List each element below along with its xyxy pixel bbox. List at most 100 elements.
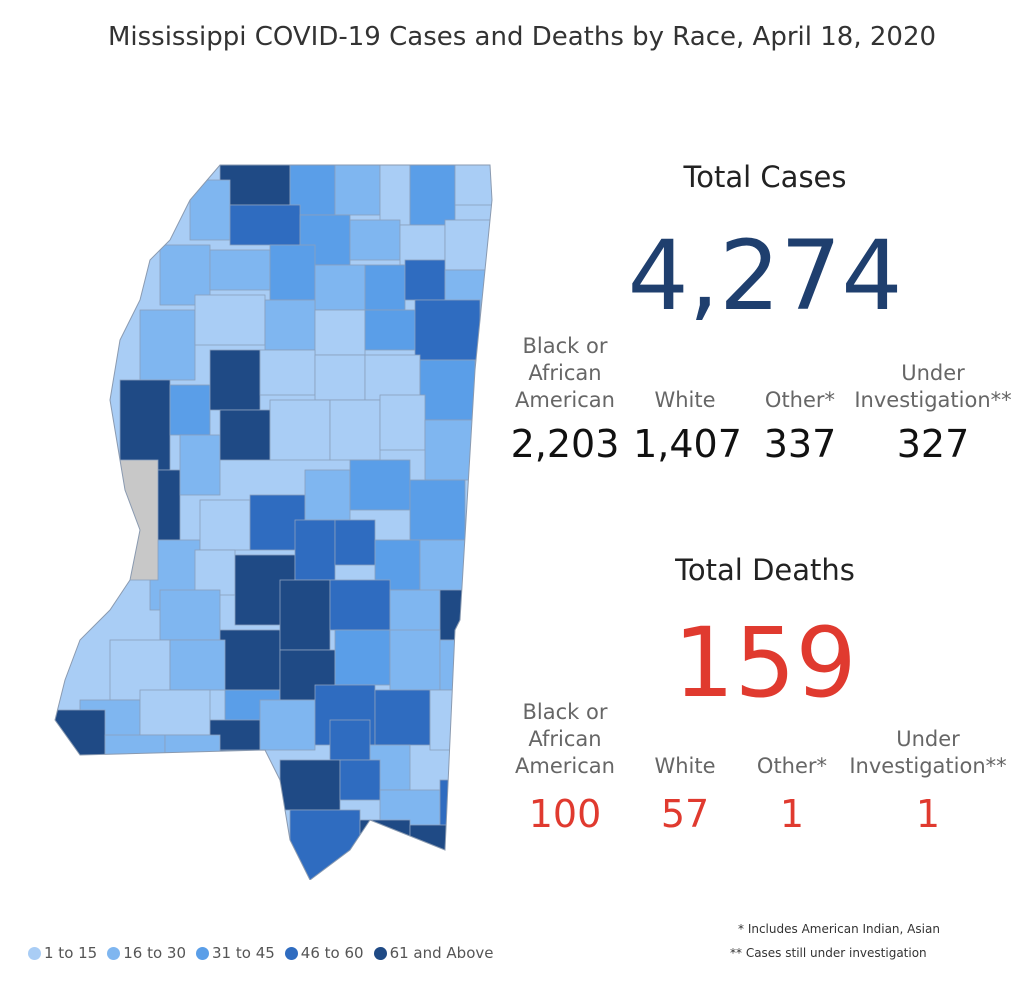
- county-region: [294, 519, 336, 581]
- legend-item: 46 to 60: [284, 944, 364, 962]
- county-region: [314, 264, 366, 311]
- deaths-label-white: White: [654, 754, 716, 778]
- county-region: [364, 264, 406, 311]
- county-region: [334, 519, 376, 566]
- footnote-other: * Includes American Indian, Asian: [738, 922, 940, 936]
- county-region: [264, 299, 316, 351]
- deaths-value-investigation: 1: [915, 792, 941, 836]
- deaths-label-investigation: Under Investigation**: [849, 727, 1007, 778]
- county-region: [409, 165, 456, 226]
- legend-swatch: [373, 946, 387, 960]
- county-region: [119, 379, 171, 471]
- total-cases-heading: Total Cases: [683, 160, 847, 194]
- legend-label: 46 to 60: [300, 944, 364, 962]
- cases-label-other: Other*: [764, 388, 836, 412]
- county-region: [259, 349, 316, 396]
- county-region: [349, 459, 411, 511]
- deaths-value-other: 1: [779, 792, 805, 836]
- legend-label: 1 to 15: [44, 944, 98, 962]
- county-region: [189, 179, 231, 241]
- county-region: [314, 309, 366, 356]
- county-region: [389, 629, 441, 691]
- county-region: [379, 165, 411, 226]
- legend-swatch: [284, 946, 298, 960]
- county-region: [329, 399, 381, 461]
- county-region: [199, 499, 251, 551]
- county-region: [339, 759, 381, 801]
- legend-item: 16 to 30: [107, 944, 186, 962]
- county-region: [364, 354, 421, 401]
- deaths-label-other: Other*: [756, 754, 828, 778]
- county-region: [439, 639, 471, 691]
- deaths-value-white: 57: [660, 792, 710, 836]
- county-region: [404, 259, 446, 301]
- deaths-value-black: 100: [528, 792, 602, 836]
- county-region: [219, 629, 281, 691]
- county-region: [194, 549, 236, 596]
- county-region: [219, 409, 271, 461]
- county-region: [139, 689, 211, 736]
- county-region: [379, 394, 426, 451]
- county-region: [419, 539, 471, 596]
- cases-value-investigation: 327: [896, 422, 970, 466]
- cases-label-black: Black or African American: [515, 334, 615, 412]
- legend-swatch: [28, 946, 41, 960]
- county-region: [209, 349, 261, 411]
- total-deaths-heading: Total Deaths: [675, 553, 855, 587]
- county-region: [454, 165, 492, 206]
- county-region: [334, 165, 381, 216]
- county-region: [159, 589, 221, 641]
- legend-swatch: [196, 946, 210, 960]
- county-region: [269, 399, 331, 461]
- county-region: [289, 809, 361, 880]
- county-region: [209, 249, 271, 291]
- legend-item: 31 to 45: [196, 944, 275, 962]
- mississippi-county-map: [54, 164, 493, 880]
- legend-label: 61 and Above: [389, 944, 494, 962]
- county-region: [399, 224, 446, 266]
- legend-label: 31 to 45: [212, 944, 275, 962]
- county-region: [194, 294, 266, 346]
- county-region: [229, 204, 301, 246]
- county-region: [119, 459, 159, 581]
- county-region: [334, 629, 391, 686]
- state-outline: [54, 164, 493, 880]
- cases-label-investigation: Under Investigation**: [854, 361, 1012, 412]
- legend-item: 1 to 15: [28, 944, 97, 962]
- county-region: [259, 699, 316, 751]
- cases-label-white: White: [654, 388, 716, 412]
- total-deaths-value: 159: [673, 607, 857, 719]
- county-region: [279, 759, 341, 811]
- legend-item: 61 and Above: [373, 944, 494, 962]
- county-region: [414, 299, 481, 361]
- county-region: [374, 689, 431, 746]
- chart-title: Mississippi COVID-19 Cases and Deaths by…: [107, 22, 937, 52]
- county-region: [439, 589, 476, 641]
- deaths-label-black: Black or African American: [515, 700, 615, 778]
- county-region: [349, 219, 401, 261]
- county-region: [419, 359, 476, 421]
- county-region: [269, 244, 316, 301]
- county-region: [424, 419, 476, 481]
- county-region: [329, 579, 391, 631]
- county-region: [329, 719, 371, 761]
- county-region: [409, 824, 451, 856]
- county-region: [314, 354, 366, 401]
- county-region: [364, 309, 421, 351]
- county-region: [409, 479, 466, 541]
- county-region: [179, 434, 221, 496]
- county-region: [279, 579, 331, 651]
- county-region: [304, 469, 351, 521]
- footnote-investigation: ** Cases still under investigation: [730, 946, 927, 960]
- cases-value-black: 2,203: [510, 422, 620, 466]
- county-region: [55, 709, 106, 756]
- county-region: [139, 309, 196, 381]
- county-region: [169, 639, 226, 691]
- legend-label: 16 to 30: [123, 944, 187, 962]
- county-region: [169, 384, 211, 436]
- map-legend: 1 to 15 16 to 30 31 to 45 46 to 60 61 an…: [28, 944, 494, 962]
- total-cases-value: 4,274: [627, 220, 903, 332]
- county-region: [444, 219, 492, 271]
- legend-swatch: [107, 946, 121, 960]
- county-region: [104, 734, 166, 756]
